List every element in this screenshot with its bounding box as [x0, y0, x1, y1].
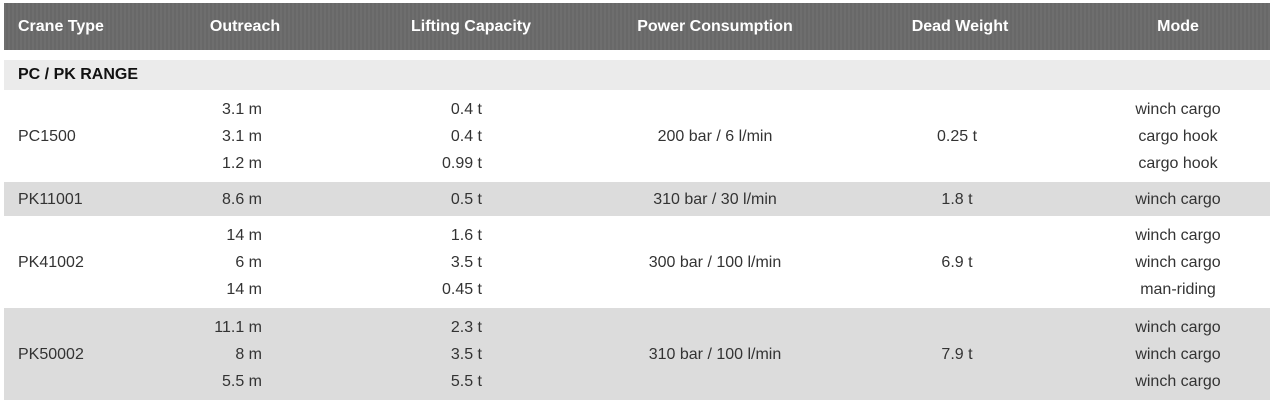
dead-weight: 0.25 t — [936, 127, 978, 145]
crane-type: PK41002 — [18, 253, 84, 271]
lifting-capacity: 3.5 t — [450, 253, 482, 271]
outreach: 5.5 m — [221, 372, 262, 390]
mode: man-riding — [1140, 280, 1216, 298]
header-cell: Outreach — [209, 18, 281, 35]
mode: winch cargo — [1135, 318, 1221, 336]
row-bg — [4, 182, 1270, 216]
section-title: PC / PK RANGE — [18, 66, 139, 83]
outreach: 6 m — [235, 253, 262, 271]
power-consumption: 310 bar / 100 l/min — [648, 345, 782, 363]
mode: winch cargo — [1135, 345, 1221, 363]
lifting-capacity: 1.6 t — [450, 226, 482, 244]
lifting-capacity: 0.4 t — [450, 127, 482, 145]
crane-type: PK50002 — [18, 345, 84, 363]
crane-type: PK11001 — [18, 190, 83, 208]
lifting-capacity: 3.5 t — [450, 345, 482, 363]
outreach: 3.1 m — [221, 127, 262, 145]
lifting-capacity: 2.3 t — [450, 318, 482, 336]
header-cell: Power Consumption — [637, 18, 793, 35]
header-cell: Crane Type — [18, 18, 104, 35]
mode: winch cargo — [1135, 372, 1221, 390]
header-bar — [4, 3, 1270, 50]
header-cell: Dead Weight — [911, 18, 1009, 35]
mode: winch cargo — [1135, 226, 1221, 244]
row-bg — [4, 216, 1270, 308]
mode: cargo hook — [1138, 154, 1218, 172]
section-bar — [4, 60, 1270, 90]
lifting-capacity: 0.5 t — [450, 190, 482, 208]
outreach: 1.2 m — [221, 154, 262, 172]
dead-weight: 7.9 t — [941, 345, 973, 363]
outreach: 14 m — [226, 280, 262, 298]
mode: winch cargo — [1135, 190, 1221, 208]
dead-weight: 1.8 t — [941, 190, 973, 208]
row-bg — [4, 308, 1270, 400]
dead-weight: 6.9 t — [941, 253, 973, 271]
outreach: 3.1 m — [221, 100, 262, 118]
header-cell: Mode — [1157, 18, 1199, 35]
outreach: 8.6 m — [221, 190, 262, 208]
lifting-capacity: 0.99 t — [441, 154, 482, 172]
mode: cargo hook — [1138, 127, 1218, 145]
row-bg — [4, 90, 1270, 182]
lifting-capacity: 5.5 t — [450, 372, 482, 390]
power-consumption: 300 bar / 100 l/min — [648, 253, 782, 271]
outreach: 11.1 m — [214, 318, 262, 336]
mode: winch cargo — [1135, 253, 1221, 271]
crane-type: PC1500 — [18, 127, 76, 145]
header-cell: Lifting Capacity — [410, 18, 531, 35]
lifting-capacity: 0.45 t — [441, 280, 482, 298]
power-consumption: 310 bar / 30 l/min — [653, 190, 777, 208]
mode: winch cargo — [1135, 100, 1221, 118]
lifting-capacity: 0.4 t — [450, 100, 482, 118]
power-consumption: 200 bar / 6 l/min — [657, 127, 773, 145]
outreach: 14 m — [226, 226, 262, 244]
outreach: 8 m — [235, 345, 262, 363]
